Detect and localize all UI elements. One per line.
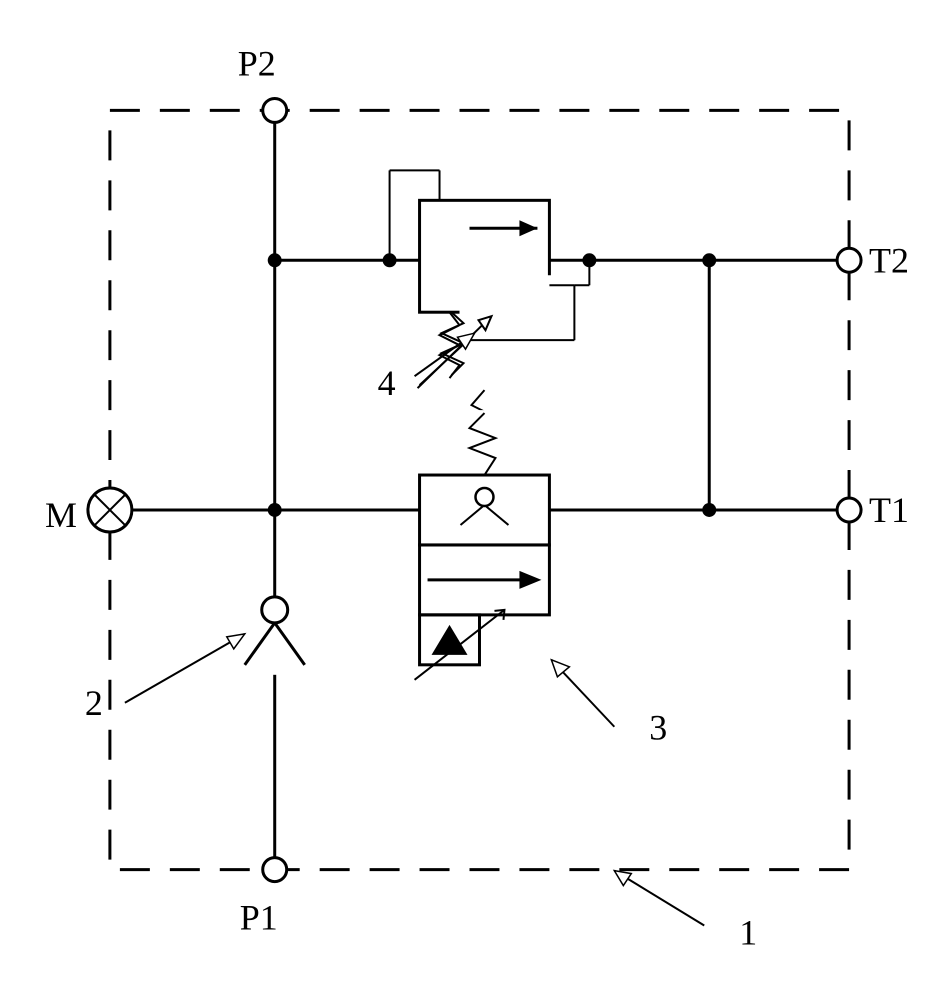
ref-2 — [125, 634, 245, 703]
ref-num-4: 4 — [378, 363, 396, 403]
junction — [268, 503, 282, 517]
label-p1: P1 — [240, 898, 278, 938]
ref-num-2: 2 — [85, 683, 103, 723]
check-valve — [245, 597, 305, 675]
junction — [702, 503, 716, 517]
port-t1 — [837, 498, 861, 522]
label-p2: P2 — [238, 43, 276, 83]
directional-valve-final — [275, 410, 710, 720]
ref-4 — [415, 333, 475, 376]
label-t2: T2 — [869, 240, 909, 280]
ref-num-3: 3 — [649, 708, 667, 748]
ref-1 — [614, 871, 704, 926]
port-t2 — [837, 248, 861, 272]
junction — [268, 253, 282, 267]
ref-num-1: 1 — [739, 913, 757, 953]
schematic-svg: P2 T2 T1 M P1 1 2 3 4 — [20, 20, 919, 980]
ref-3 — [551, 660, 614, 727]
junction — [383, 253, 397, 267]
label-t1: T1 — [869, 490, 909, 530]
port-p2 — [263, 98, 287, 122]
port-m — [88, 488, 132, 532]
port-p1 — [263, 858, 287, 882]
label-m: M — [45, 495, 77, 535]
hydraulic-schematic: P2 T2 T1 M P1 1 2 3 4 — [20, 20, 919, 980]
junction — [702, 253, 716, 267]
